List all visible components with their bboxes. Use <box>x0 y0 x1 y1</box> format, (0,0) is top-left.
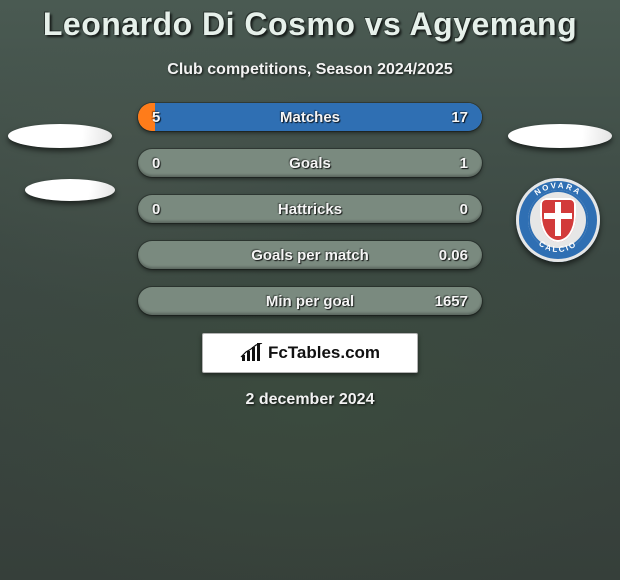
player-right-photo-placeholder <box>508 124 612 148</box>
stat-row: Min per goal1657 <box>138 287 482 315</box>
player-left-club-placeholder <box>25 179 115 201</box>
club-cross-horizontal <box>544 213 572 219</box>
content: Leonardo Di Cosmo vs Agyemang Club compe… <box>0 0 620 580</box>
brand-text: FcTables.com <box>268 343 380 363</box>
stat-label: Min per goal <box>138 287 482 315</box>
stat-row: 0Goals1 <box>138 149 482 177</box>
stat-value-right: 17 <box>451 103 468 131</box>
club-badge-inner <box>528 190 588 250</box>
player-right-club-badge: NOVARA CALCIO <box>516 178 600 262</box>
stat-value-right: 1657 <box>435 287 468 315</box>
stat-label: Goals per match <box>138 241 482 269</box>
stat-row: 0Hattricks0 <box>138 195 482 223</box>
stat-label: Matches <box>138 103 482 131</box>
stat-label: Goals <box>138 149 482 177</box>
bar-chart-icon <box>240 343 264 363</box>
page-subtitle: Club competitions, Season 2024/2025 <box>0 61 620 79</box>
stat-value-right: 1 <box>460 149 468 177</box>
stat-value-right: 0 <box>460 195 468 223</box>
club-cross-vertical <box>555 202 561 236</box>
stat-value-right: 0.06 <box>439 241 468 269</box>
player-left-photo-placeholder <box>8 124 112 148</box>
stat-row: Goals per match0.06 <box>138 241 482 269</box>
date-text: 2 december 2024 <box>0 391 620 409</box>
stat-row: 5Matches17 <box>138 103 482 131</box>
brand-box: FcTables.com <box>202 333 418 373</box>
page-title: Leonardo Di Cosmo vs Agyemang <box>0 6 620 43</box>
club-badge-shield <box>540 198 576 242</box>
stat-label: Hattricks <box>138 195 482 223</box>
